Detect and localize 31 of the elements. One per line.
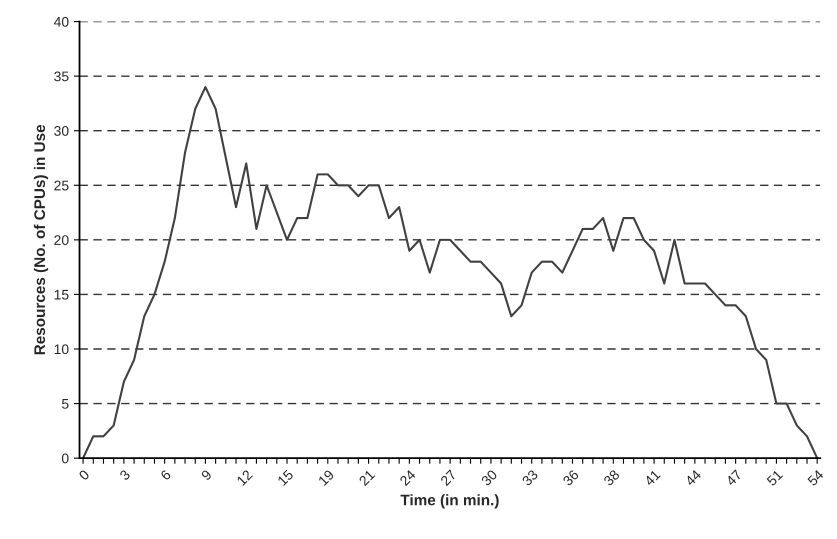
- x-tick-label: 21: [358, 469, 376, 486]
- y-tick-label: 30: [54, 126, 69, 136]
- x-tick-label: 19: [318, 469, 335, 486]
- x-tick-label: 54: [807, 469, 824, 486]
- x-tick-label: 33: [521, 469, 538, 486]
- y-tick-label: 35: [54, 71, 69, 82]
- x-tick-label: 12: [236, 469, 253, 486]
- x-tick-label: 9: [200, 469, 212, 481]
- x-tick-label: 41: [644, 469, 661, 486]
- x-tick-label: 27: [440, 469, 457, 486]
- x-tick-label: 0: [78, 469, 90, 481]
- x-tick-label: 44: [684, 469, 702, 486]
- x-tick-label: 51: [766, 469, 784, 486]
- x-tick-label: 6: [160, 469, 172, 481]
- x-tick-label: 30: [480, 469, 498, 486]
- y-tick-label: 0: [62, 453, 69, 464]
- x-tick-label: 3: [119, 469, 131, 481]
- y-axis-title: Resources (No. of CPUs) in Use: [34, 124, 48, 354]
- x-tick-label: 15: [277, 469, 294, 486]
- y-tick-label: 40: [54, 16, 69, 27]
- y-tick-label: 5: [62, 399, 69, 409]
- line-series: [82, 86, 818, 458]
- x-tick-label: 47: [725, 469, 742, 486]
- y-tick-label: 10: [54, 344, 69, 354]
- x-tick-label: 38: [602, 469, 620, 486]
- x-tick-label: 24: [399, 469, 416, 486]
- y-tick-label: 25: [54, 180, 69, 190]
- y-tick-label: 15: [54, 290, 69, 300]
- x-tick-label: 36: [562, 469, 580, 486]
- x-axis-title: Time (in min.): [400, 494, 499, 508]
- y-tick-label: 20: [54, 235, 69, 246]
